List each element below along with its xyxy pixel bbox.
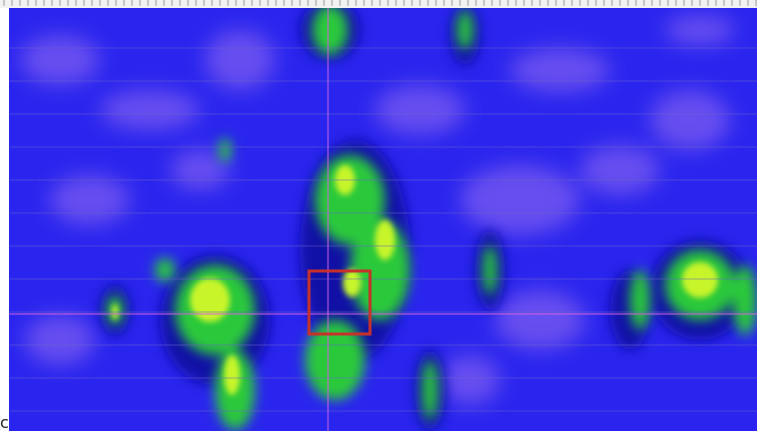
top-ruler xyxy=(0,0,757,8)
grid-lines xyxy=(9,47,757,412)
purple-texture xyxy=(20,15,735,405)
strong-signal xyxy=(112,165,718,395)
ruler-bar xyxy=(0,0,757,8)
corner-label: c xyxy=(0,413,9,431)
green-signal xyxy=(107,8,757,430)
heatmap xyxy=(9,8,757,431)
selection-box[interactable] xyxy=(307,269,372,336)
